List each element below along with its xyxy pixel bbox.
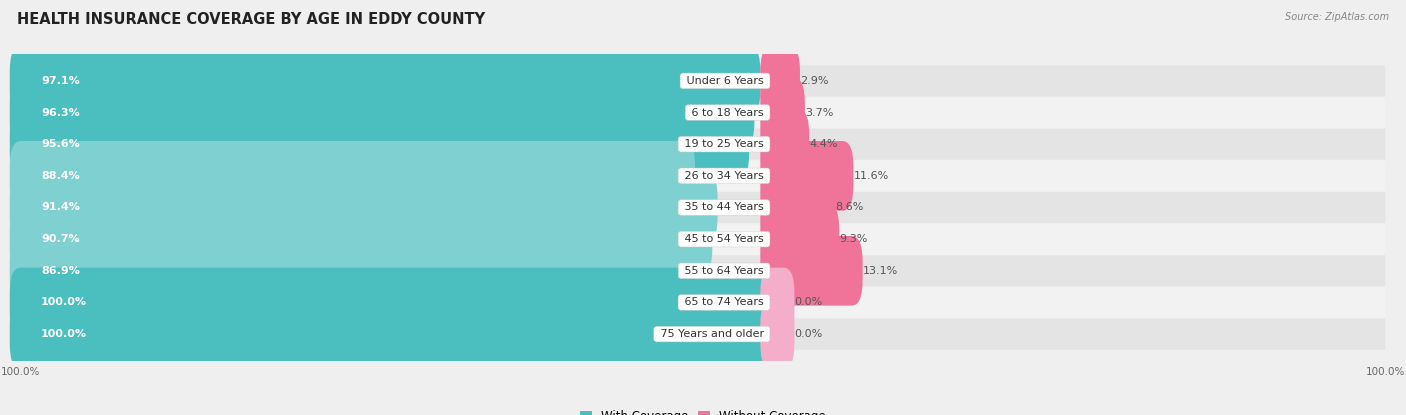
Text: 95.6%: 95.6% [41, 139, 80, 149]
Text: 6 to 18 Years: 6 to 18 Years [688, 107, 768, 117]
Text: Source: ZipAtlas.com: Source: ZipAtlas.com [1285, 12, 1389, 22]
Text: 90.7%: 90.7% [41, 234, 80, 244]
FancyBboxPatch shape [761, 173, 835, 242]
Text: 4.4%: 4.4% [810, 139, 838, 149]
FancyBboxPatch shape [21, 160, 1385, 191]
FancyBboxPatch shape [761, 268, 794, 337]
FancyBboxPatch shape [761, 110, 810, 179]
Text: 8.6%: 8.6% [835, 203, 863, 212]
FancyBboxPatch shape [10, 46, 761, 116]
Text: 86.9%: 86.9% [41, 266, 80, 276]
Text: 100.0%: 100.0% [41, 298, 87, 308]
Text: 97.1%: 97.1% [41, 76, 80, 86]
FancyBboxPatch shape [761, 204, 839, 274]
FancyBboxPatch shape [21, 319, 1385, 350]
Text: 96.3%: 96.3% [41, 107, 80, 117]
Text: HEALTH INSURANCE COVERAGE BY AGE IN EDDY COUNTY: HEALTH INSURANCE COVERAGE BY AGE IN EDDY… [17, 12, 485, 27]
Text: 55 to 64 Years: 55 to 64 Years [681, 266, 768, 276]
Text: 9.3%: 9.3% [839, 234, 868, 244]
FancyBboxPatch shape [761, 78, 804, 147]
FancyBboxPatch shape [761, 236, 863, 305]
Text: 0.0%: 0.0% [794, 298, 823, 308]
FancyBboxPatch shape [10, 204, 713, 274]
FancyBboxPatch shape [21, 255, 1385, 286]
FancyBboxPatch shape [761, 299, 794, 369]
Text: 19 to 25 Years: 19 to 25 Years [681, 139, 768, 149]
Text: Under 6 Years: Under 6 Years [683, 76, 768, 86]
Text: 45 to 54 Years: 45 to 54 Years [681, 234, 768, 244]
FancyBboxPatch shape [21, 65, 1385, 96]
FancyBboxPatch shape [10, 78, 755, 147]
FancyBboxPatch shape [21, 224, 1385, 255]
Text: 88.4%: 88.4% [41, 171, 80, 181]
FancyBboxPatch shape [761, 141, 853, 211]
Text: 2.9%: 2.9% [800, 76, 828, 86]
FancyBboxPatch shape [10, 110, 749, 179]
Text: 35 to 44 Years: 35 to 44 Years [681, 203, 768, 212]
FancyBboxPatch shape [21, 287, 1385, 318]
FancyBboxPatch shape [10, 236, 683, 305]
FancyBboxPatch shape [10, 173, 717, 242]
Text: 100.0%: 100.0% [41, 329, 87, 339]
FancyBboxPatch shape [10, 268, 782, 337]
FancyBboxPatch shape [10, 299, 782, 369]
Text: 3.7%: 3.7% [804, 107, 834, 117]
Legend: With Coverage, Without Coverage: With Coverage, Without Coverage [579, 410, 827, 415]
FancyBboxPatch shape [21, 97, 1385, 128]
Text: 91.4%: 91.4% [41, 203, 80, 212]
Text: 11.6%: 11.6% [853, 171, 889, 181]
FancyBboxPatch shape [21, 192, 1385, 223]
Text: 65 to 74 Years: 65 to 74 Years [681, 298, 768, 308]
FancyBboxPatch shape [10, 141, 695, 211]
Text: 75 Years and older: 75 Years and older [657, 329, 768, 339]
FancyBboxPatch shape [21, 129, 1385, 160]
Text: 26 to 34 Years: 26 to 34 Years [681, 171, 768, 181]
Text: 13.1%: 13.1% [863, 266, 898, 276]
FancyBboxPatch shape [761, 46, 800, 116]
Text: 0.0%: 0.0% [794, 329, 823, 339]
